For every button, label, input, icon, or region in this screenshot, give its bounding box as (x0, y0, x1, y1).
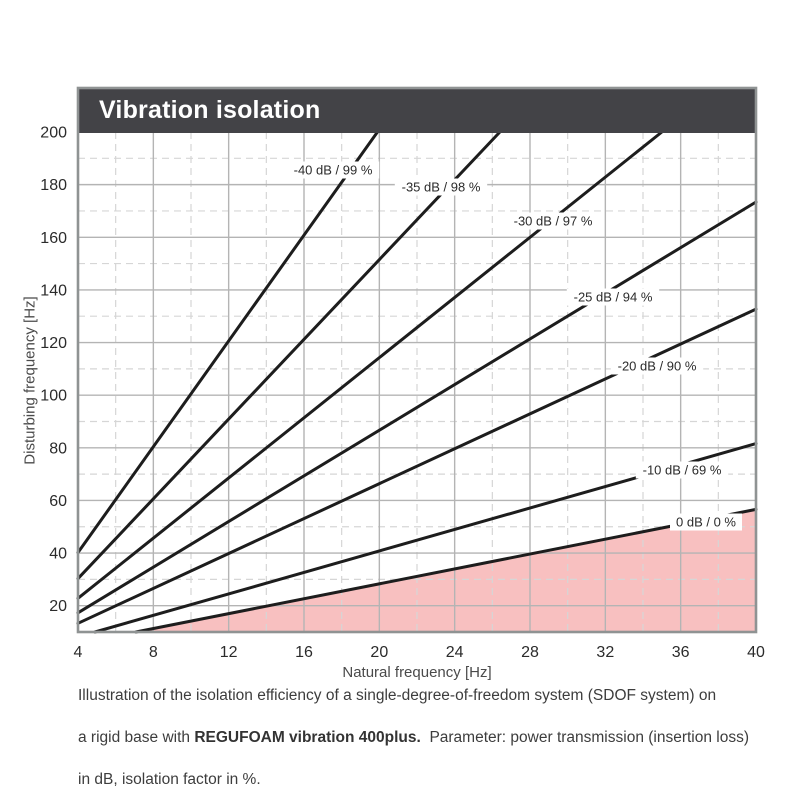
caption-text: in dB, isolation factor in %. (78, 771, 261, 788)
y-tick-label: 20 (49, 598, 67, 615)
y-tick-label: 60 (49, 493, 67, 510)
x-tick-label: 40 (747, 644, 765, 661)
y-tick-label: 100 (40, 388, 67, 405)
line-label-bg (506, 212, 600, 230)
chart-title: Vibration isolation (99, 96, 321, 124)
chart-frame (76, 86, 758, 634)
y-axis-title: Disturbing frequency [Hz] (21, 296, 39, 465)
line-label: 0 dB / 0 % (676, 515, 736, 530)
isolation-line (76, 130, 664, 600)
y-tick-label: 80 (49, 440, 67, 457)
x-tick-label: 4 (74, 644, 83, 661)
x-tick-label: 12 (220, 644, 238, 661)
line-label-bg (394, 178, 488, 196)
y-tick-label: 160 (40, 230, 67, 247)
x-tick-label: 36 (672, 644, 690, 661)
line-label-bg (566, 288, 660, 306)
caption-product-name: REGUFOAM vibration 400plus. (194, 729, 421, 746)
line-label: -10 dB / 69 % (643, 463, 722, 478)
y-tick-label: 140 (40, 282, 67, 299)
y-tick-label: 120 (40, 335, 67, 352)
caption-text: Illustration of the isolation efficiency… (78, 687, 717, 704)
x-axis-title: Natural frequency [Hz] (342, 664, 492, 681)
line-label-bg (635, 461, 729, 479)
line-label: -40 dB / 99 % (294, 163, 373, 178)
figure-caption: Illustration of the isolation efficiency… (78, 685, 758, 790)
line-label: -20 dB / 90 % (618, 359, 697, 374)
line-label: -35 dB / 98 % (402, 180, 481, 195)
caption-text: Parameter: power transmission (insertion… (420, 729, 750, 746)
x-tick-label: 16 (295, 644, 313, 661)
isolation-line (76, 130, 379, 555)
x-tick-label: 8 (149, 644, 158, 661)
x-tick-label: 24 (446, 644, 464, 661)
x-tick-label: 28 (521, 644, 539, 661)
x-tick-label: 20 (370, 644, 388, 661)
y-tick-label: 40 (49, 546, 67, 563)
isolation-line (76, 130, 502, 581)
y-tick-label: 200 (40, 125, 67, 142)
isolation-line (76, 200, 758, 615)
line-label-bg (610, 357, 704, 375)
caption-text: a rigid base with (78, 729, 195, 746)
line-label: -25 dB / 94 % (574, 290, 653, 305)
chart-title-bar (78, 88, 756, 133)
isolation-line (134, 507, 758, 634)
line-label: -30 dB / 97 % (514, 214, 593, 229)
line-label-bg (670, 513, 742, 531)
y-tick-label: 180 (40, 177, 67, 194)
line-label-bg (286, 161, 380, 179)
x-tick-label: 32 (596, 644, 614, 661)
